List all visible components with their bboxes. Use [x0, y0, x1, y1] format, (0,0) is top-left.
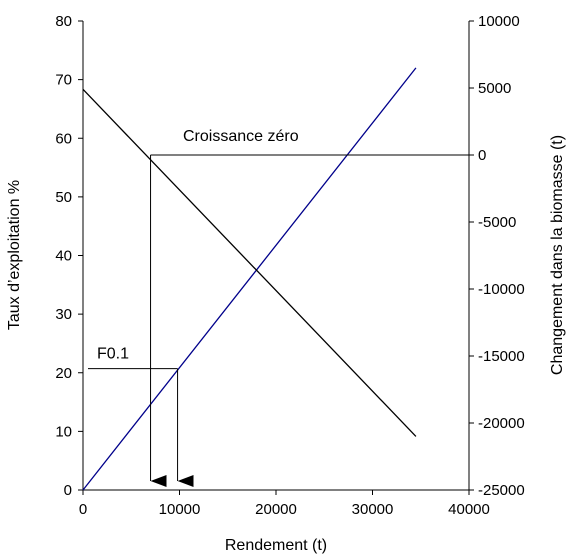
y-left-tick-label: 10 — [55, 423, 72, 440]
y-left-tick-label: 70 — [55, 72, 72, 89]
y-left-tick-label: 50 — [55, 189, 72, 206]
y-right-tick-label: 0 — [478, 147, 486, 164]
y-right-tick-label: -5000 — [478, 214, 516, 231]
f01-label: F0.1 — [97, 346, 129, 363]
y-right-tick-label: -10000 — [478, 281, 525, 298]
x-ticks: 0 10000 20000 30000 40000 — [79, 490, 490, 518]
x-tick-label: 40000 — [448, 501, 490, 518]
exploitation-rate-line — [82, 67, 417, 491]
x-tick-label: 20000 — [255, 501, 297, 518]
y-left-ticks: 0 10 20 30 40 50 60 70 80 — [55, 13, 83, 499]
x-tick-label: 10000 — [159, 501, 201, 518]
y-axis-right-title: Changement dans la biomasse (t) — [549, 135, 566, 375]
annotation-layer: Croissance zéro F0.1 — [88, 128, 469, 487]
y-left-tick-label: 30 — [55, 306, 72, 323]
axes — [82, 21, 470, 491]
y-left-tick-label: 20 — [55, 365, 72, 382]
y-right-tick-label: -20000 — [478, 415, 525, 432]
series-layer — [82, 67, 417, 491]
y-left-tick-label: 60 — [55, 130, 72, 147]
y-right-tick-label: -25000 — [478, 482, 525, 499]
y-left-tick-label: 40 — [55, 248, 72, 265]
zero-growth-label: Croissance zéro — [183, 128, 299, 145]
y-axis-left-title: Taux d’exploitation % — [6, 180, 23, 330]
x-tick-label: 30000 — [352, 501, 394, 518]
biomass-change-line — [82, 88, 417, 437]
y-right-tick-label: 10000 — [478, 13, 520, 30]
y-right-ticks: -25000 -20000 -15000 -10000 -5000 0 5000 10000 — [469, 13, 525, 499]
x-axis-title: Rendement (t) — [225, 537, 327, 554]
x-tick-label: 0 — [79, 501, 87, 518]
y-left-tick-label: 0 — [64, 482, 72, 499]
y-right-tick-label: -15000 — [478, 348, 525, 365]
y-left-tick-label: 80 — [55, 13, 72, 30]
y-right-tick-label: 5000 — [478, 80, 511, 97]
